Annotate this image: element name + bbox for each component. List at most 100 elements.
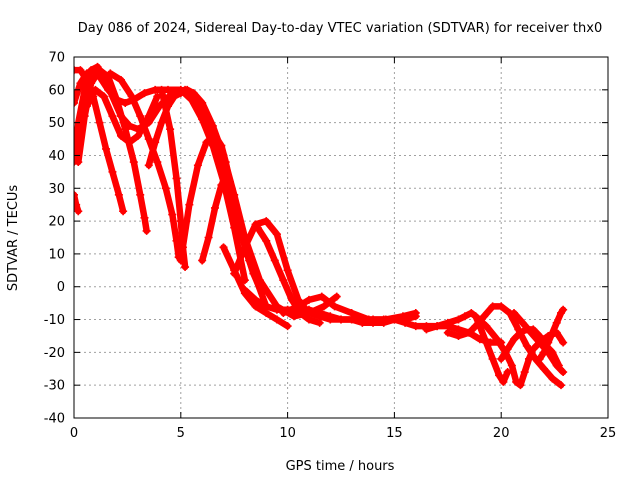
- data-point: [347, 308, 356, 317]
- data-point: [332, 292, 341, 301]
- data-point: [516, 381, 525, 390]
- x-tick-label: 5: [177, 426, 185, 441]
- data-point: [134, 131, 143, 140]
- data-point: [520, 368, 529, 377]
- series-track-11: [198, 174, 266, 298]
- data-point: [176, 256, 185, 265]
- data-point: [443, 318, 452, 327]
- series-trace: [254, 224, 323, 327]
- data-point: [210, 131, 219, 140]
- data-point: [304, 305, 313, 314]
- y-tick-label: 40: [48, 149, 65, 164]
- series-track-8: [106, 69, 183, 262]
- data-point: [144, 161, 153, 170]
- y-tick-label: 0: [57, 280, 65, 295]
- data-point: [121, 125, 130, 134]
- data-point: [74, 98, 78, 107]
- data-point: [548, 374, 557, 383]
- series-track-17: [422, 308, 512, 386]
- data-point: [221, 158, 230, 167]
- data-point: [279, 308, 288, 317]
- data-point: [121, 98, 130, 107]
- data-point: [166, 125, 175, 134]
- data-point: [74, 158, 83, 167]
- data-point: [116, 131, 125, 140]
- data-point: [499, 377, 508, 386]
- data-point: [144, 112, 153, 121]
- data-point: [198, 256, 207, 265]
- data-point: [315, 318, 324, 327]
- y-axis-label: SDTVAR / TECUs: [6, 185, 21, 292]
- data-point: [503, 345, 512, 354]
- data-point: [495, 371, 504, 380]
- data-point: [283, 322, 292, 331]
- data-point: [198, 98, 207, 107]
- data-point: [142, 226, 151, 235]
- data-point: [129, 158, 138, 167]
- data-point: [230, 266, 239, 275]
- data-point: [482, 322, 491, 331]
- data-point: [433, 322, 442, 331]
- data-point: [140, 89, 149, 98]
- data-point: [193, 161, 202, 170]
- data-point: [76, 66, 85, 75]
- y-tick-label: 60: [48, 83, 65, 98]
- data-point: [497, 302, 506, 311]
- data-point: [262, 308, 271, 317]
- data-point: [210, 203, 219, 212]
- series-track-4: [74, 66, 128, 216]
- data-point: [319, 302, 328, 311]
- data-point: [287, 295, 296, 304]
- data-point: [108, 167, 117, 176]
- data-point: [204, 233, 213, 242]
- data-point: [411, 322, 420, 331]
- data-point: [290, 312, 299, 321]
- data-point: [253, 223, 262, 232]
- data-point: [552, 318, 561, 327]
- data-point: [95, 118, 104, 127]
- data-point: [257, 289, 266, 298]
- data-point: [116, 75, 125, 84]
- data-point: [108, 112, 117, 121]
- y-tick-label: 20: [48, 215, 65, 230]
- data-point: [91, 85, 100, 94]
- data-point: [87, 66, 96, 75]
- data-point: [74, 207, 83, 216]
- data-point: [467, 308, 476, 317]
- series-track-14: [253, 223, 324, 327]
- data-point: [217, 180, 226, 189]
- series-trace: [280, 293, 420, 323]
- data-point: [240, 243, 249, 252]
- data-point: [497, 354, 506, 363]
- x-axis-label: GPS time / hours: [286, 459, 395, 474]
- data-point: [157, 85, 166, 94]
- data-point: [217, 141, 226, 150]
- data-point: [202, 138, 211, 147]
- y-tick-label: -40: [44, 412, 65, 427]
- data-point: [112, 95, 121, 104]
- data-point: [460, 312, 469, 321]
- y-tick-label: 10: [48, 247, 65, 262]
- data-point: [272, 315, 281, 324]
- data-point: [153, 158, 162, 167]
- axis-ticks: 0 5 10 15 20 25 -40 -30 -20 -10 0 10 20 30 40 50 60 70: [44, 51, 617, 442]
- x-tick-label: 20: [493, 426, 510, 441]
- data-point: [119, 207, 128, 216]
- data-point: [185, 200, 194, 209]
- data-point: [74, 200, 81, 209]
- data-point: [471, 322, 480, 331]
- data-point: [507, 361, 516, 370]
- data-point: [482, 338, 491, 347]
- data-point: [381, 315, 390, 324]
- data-point: [157, 118, 166, 127]
- data-point: [283, 266, 292, 275]
- data-point: [219, 243, 228, 252]
- data-point: [510, 335, 519, 344]
- data-point: [315, 308, 324, 317]
- data-point: [337, 315, 345, 324]
- data-point: [106, 69, 115, 78]
- y-tick-label: -10: [44, 313, 65, 328]
- data-point: [181, 263, 190, 272]
- series-track-18: [443, 302, 566, 390]
- data-point: [559, 338, 568, 347]
